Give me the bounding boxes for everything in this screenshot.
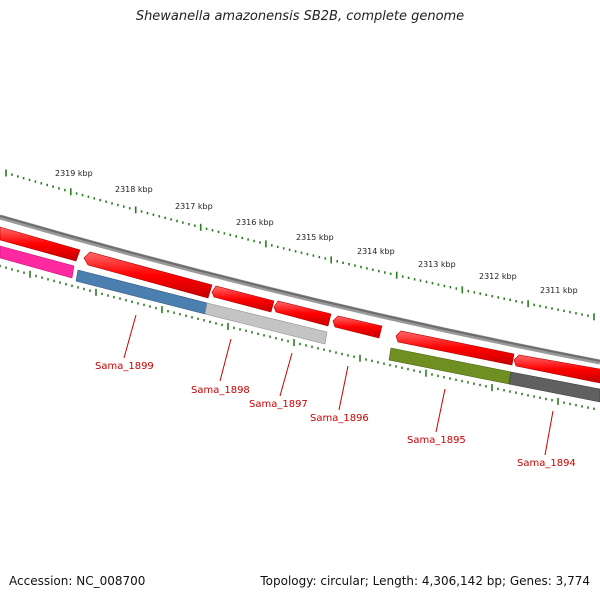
gene-labels: Sama_1899 Sama_1898 Sama_1897 Sama_1896 … — [95, 361, 576, 469]
gene-block-pink[interactable] — [0, 245, 75, 279]
map-title: Shewanella amazonensis SB2B, complete ge… — [135, 9, 465, 24]
scale-label: 2313 kbp — [418, 260, 456, 269]
gene-block-darkgray[interactable] — [508, 371, 600, 403]
gene-arrow[interactable] — [211, 285, 275, 313]
gene-arrow[interactable] — [332, 315, 383, 339]
scale-label: 2319 kbp — [55, 169, 93, 178]
scale-labels: 2319 kbp 2318 kbp 2317 kbp 2316 kbp 2315 kbp… — [55, 169, 578, 295]
gene-arrow[interactable] — [395, 330, 515, 366]
gene-label[interactable]: Sama_1895 — [407, 435, 466, 446]
scale-label: 2318 kbp — [115, 185, 153, 194]
scale-label: 2311 kbp — [540, 286, 578, 295]
genome-stats-text: Topology: circular; Length: 4,306,142 bp… — [260, 574, 590, 588]
scale-ticks — [5, 169, 595, 321]
scale-label: 2315 kbp — [296, 233, 334, 242]
gene-arrow[interactable] — [513, 354, 600, 384]
forward-genes — [0, 226, 600, 384]
gene-block-lightgray[interactable] — [204, 302, 328, 345]
gene-arrow[interactable] — [273, 300, 332, 327]
gene-label[interactable]: Sama_1894 — [517, 458, 576, 469]
scale-label: 2314 kbp — [357, 247, 395, 256]
gene-leaders — [123, 314, 554, 456]
gene-label[interactable]: Sama_1896 — [310, 413, 369, 424]
backbone-line — [0, 214, 600, 365]
scale-label: 2312 kbp — [479, 272, 517, 281]
gene-arrow[interactable] — [83, 251, 213, 299]
reverse-genes — [0, 245, 600, 403]
gene-label[interactable]: Sama_1899 — [95, 361, 154, 372]
lower-ticks — [0, 264, 595, 410]
accession-text: Accession: NC_008700 — [9, 574, 146, 588]
scale-label: 2317 kbp — [175, 202, 213, 211]
gene-label[interactable]: Sama_1897 — [249, 399, 308, 410]
gene-arrow[interactable] — [0, 226, 81, 262]
scale-label: 2316 kbp — [236, 218, 274, 227]
gene-label[interactable]: Sama_1898 — [191, 385, 250, 396]
